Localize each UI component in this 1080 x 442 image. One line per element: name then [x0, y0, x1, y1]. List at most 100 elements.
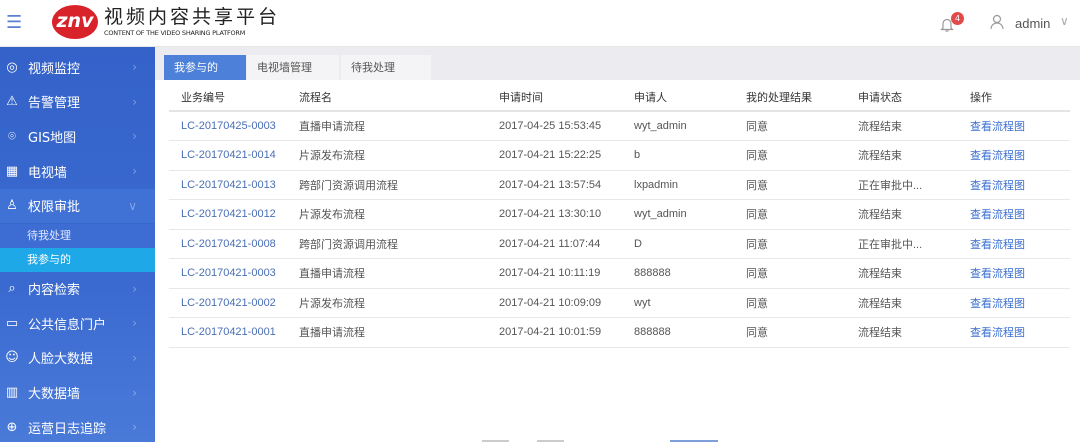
business-id-link[interactable]: LC-20170421-0013	[169, 170, 287, 200]
sidebar-item[interactable]: ▥ 大数据墙 ›	[0, 376, 155, 410]
chevron-right-icon: ›	[132, 420, 137, 435]
sidebar-item[interactable]: ▦ 电视墙 ›	[0, 154, 155, 188]
approval-table: 业务编号 流程名 申请时间 申请人 我的处理结果 申请状态 操作 LC-20170425-0…	[169, 83, 1070, 348]
table-row: LC-20170421-0003 直播申请流程 2017-04-21 10:11:1…	[169, 258, 1070, 289]
chevron-right-icon: ›	[132, 385, 137, 400]
table-cell: b	[622, 140, 734, 171]
table-cell: 888888	[622, 258, 734, 289]
table-row: LC-20170421-0013 跨部门资源调用流程 2017-04-21 13:5…	[169, 170, 1070, 200]
business-id-link[interactable]: LC-20170425-0003	[169, 111, 287, 141]
sidebar-item[interactable]: ⌾ GIS地图 ›	[0, 119, 155, 153]
column-header: 申请人	[622, 83, 734, 112]
table-cell: 同意	[734, 199, 846, 230]
table-cell: 2017-04-21 13:30:10	[487, 199, 622, 230]
table-cell: 同意	[734, 288, 846, 318]
menu-toggle-icon[interactable]: ☰	[6, 12, 23, 33]
sidebar-item-label: 公共信息门户	[28, 317, 107, 333]
table-cell: lxpadmin	[622, 170, 734, 200]
view-flowchart-link[interactable]: 查看流程图	[958, 170, 1070, 200]
sidebar-item-label: 大数据墙	[28, 387, 81, 403]
sidebar-item-label: 人脸大数据	[28, 352, 94, 368]
view-flowchart-link[interactable]: 查看流程图	[958, 317, 1070, 348]
sidebar-subitem[interactable]: 待我处理	[0, 223, 155, 248]
business-id-link[interactable]: LC-20170421-0002	[169, 288, 287, 318]
table-header: 业务编号 流程名 申请时间 申请人 我的处理结果 申请状态 操作	[169, 83, 1070, 112]
table-cell: wyt_admin	[622, 199, 734, 230]
tab-pending[interactable]: 待我处理	[341, 55, 431, 80]
sidebar-subitem[interactable]: 我参与的	[0, 247, 155, 272]
notification-badge: 4	[951, 12, 964, 25]
chevron-right-icon: ›	[132, 94, 137, 109]
sidebar-item[interactable]: ⚠ 告警管理 ›	[0, 85, 155, 119]
table-cell: 2017-04-21 13:57:54	[487, 170, 622, 200]
table-cell: 流程结束	[846, 288, 958, 318]
brand: 视频内容共享平台 CONTENT OF THE VIDEO SHARING PL…	[104, 6, 280, 37]
table-cell: 2017-04-21 15:22:25	[487, 140, 622, 171]
chevron-right-icon: ›	[132, 316, 137, 331]
table-cell: 片源发布流程	[287, 288, 487, 318]
monitor-icon: ▭	[5, 315, 19, 331]
bell-icon[interactable]	[940, 17, 954, 33]
view-flowchart-link[interactable]: 查看流程图	[958, 199, 1070, 230]
sidebar-item-label: 视频监控	[28, 61, 81, 77]
location-icon: ⌾	[8, 128, 16, 144]
user-icon[interactable]	[990, 14, 1004, 30]
table-cell: 正在审批中...	[846, 170, 958, 200]
chevron-right-icon: ›	[132, 129, 137, 144]
view-flowchart-link[interactable]: 查看流程图	[958, 111, 1070, 141]
table-cell: 流程结束	[846, 111, 958, 141]
chevron-right-icon: ›	[132, 164, 137, 179]
business-id-link[interactable]: LC-20170421-0001	[169, 317, 287, 348]
table-cell: wyt	[622, 288, 734, 318]
business-id-link[interactable]: LC-20170421-0008	[169, 229, 287, 259]
chevron-down-icon[interactable]: ∨	[1060, 14, 1069, 28]
table-cell: 直播申请流程	[287, 111, 487, 141]
sidebar-item[interactable]: ⌕ 内容检索 ›	[0, 272, 155, 306]
column-header: 业务编号	[169, 83, 287, 112]
tab-my-participation[interactable]: 我参与的	[164, 55, 246, 80]
business-id-link[interactable]: LC-20170421-0003	[169, 258, 287, 289]
table-cell: 同意	[734, 170, 846, 200]
search-icon: ⌕	[8, 281, 16, 296]
table-cell: 同意	[734, 111, 846, 141]
view-flowchart-link[interactable]: 查看流程图	[958, 288, 1070, 318]
tab-tv-wall-management[interactable]: 电视墙管理	[247, 55, 339, 80]
app-title: 视频内容共享平台	[104, 6, 281, 28]
table-cell: 流程结束	[846, 258, 958, 289]
table-cell: 2017-04-25 15:53:45	[487, 111, 622, 141]
table-cell: 同意	[734, 317, 846, 348]
business-id-link[interactable]: LC-20170421-0012	[169, 199, 287, 230]
table-row: LC-20170421-0012 片源发布流程 2017-04-21 13:30:1…	[169, 199, 1070, 230]
table-cell: 直播申请流程	[287, 258, 487, 289]
table-cell: D	[622, 229, 734, 259]
view-flowchart-link[interactable]: 查看流程图	[958, 229, 1070, 259]
pager-button[interactable]	[482, 440, 509, 442]
warning-icon: ⚠	[6, 94, 18, 110]
pager-button[interactable]	[537, 440, 564, 442]
column-header: 申请状态	[846, 83, 958, 112]
chart-icon: ▥	[5, 385, 19, 401]
sidebar-item[interactable]: ▭ 公共信息门户 ›	[0, 306, 155, 340]
sidebar-item[interactable]: ⊕ 运营日志追踪 ›	[0, 410, 155, 442]
table-cell: 2017-04-21 11:07:44	[487, 229, 622, 259]
business-id-link[interactable]: LC-20170421-0014	[169, 140, 287, 171]
username[interactable]: admin	[1015, 16, 1051, 31]
sidebar-item[interactable]: ♙ 权限审批 ∨	[0, 188, 155, 223]
table-cell: 片源发布流程	[287, 199, 487, 230]
table-cell: 同意	[734, 229, 846, 259]
chevron-right-icon: ›	[132, 350, 137, 365]
target-icon: ⊕	[6, 419, 18, 435]
view-flowchart-link[interactable]: 查看流程图	[958, 258, 1070, 289]
sidebar-item[interactable]: ☺ 人脸大数据 ›	[0, 341, 155, 375]
pager-button-active[interactable]	[670, 440, 718, 442]
view-flowchart-link[interactable]: 查看流程图	[958, 140, 1070, 171]
table-cell: 直播申请流程	[287, 317, 487, 348]
table-cell: 流程结束	[846, 199, 958, 230]
sidebar-item[interactable]: ◎ 视频监控 ›	[0, 50, 155, 84]
sidebar-item-label: GIS地图	[28, 130, 77, 146]
face-icon: ☺	[5, 350, 19, 366]
table-row: LC-20170421-0008 跨部门资源调用流程 2017-04-21 11:0…	[169, 229, 1070, 259]
table-cell: 流程结束	[846, 140, 958, 171]
sidebar-item-label: 内容检索	[28, 283, 81, 298]
chevron-right-icon: ›	[132, 60, 137, 74]
